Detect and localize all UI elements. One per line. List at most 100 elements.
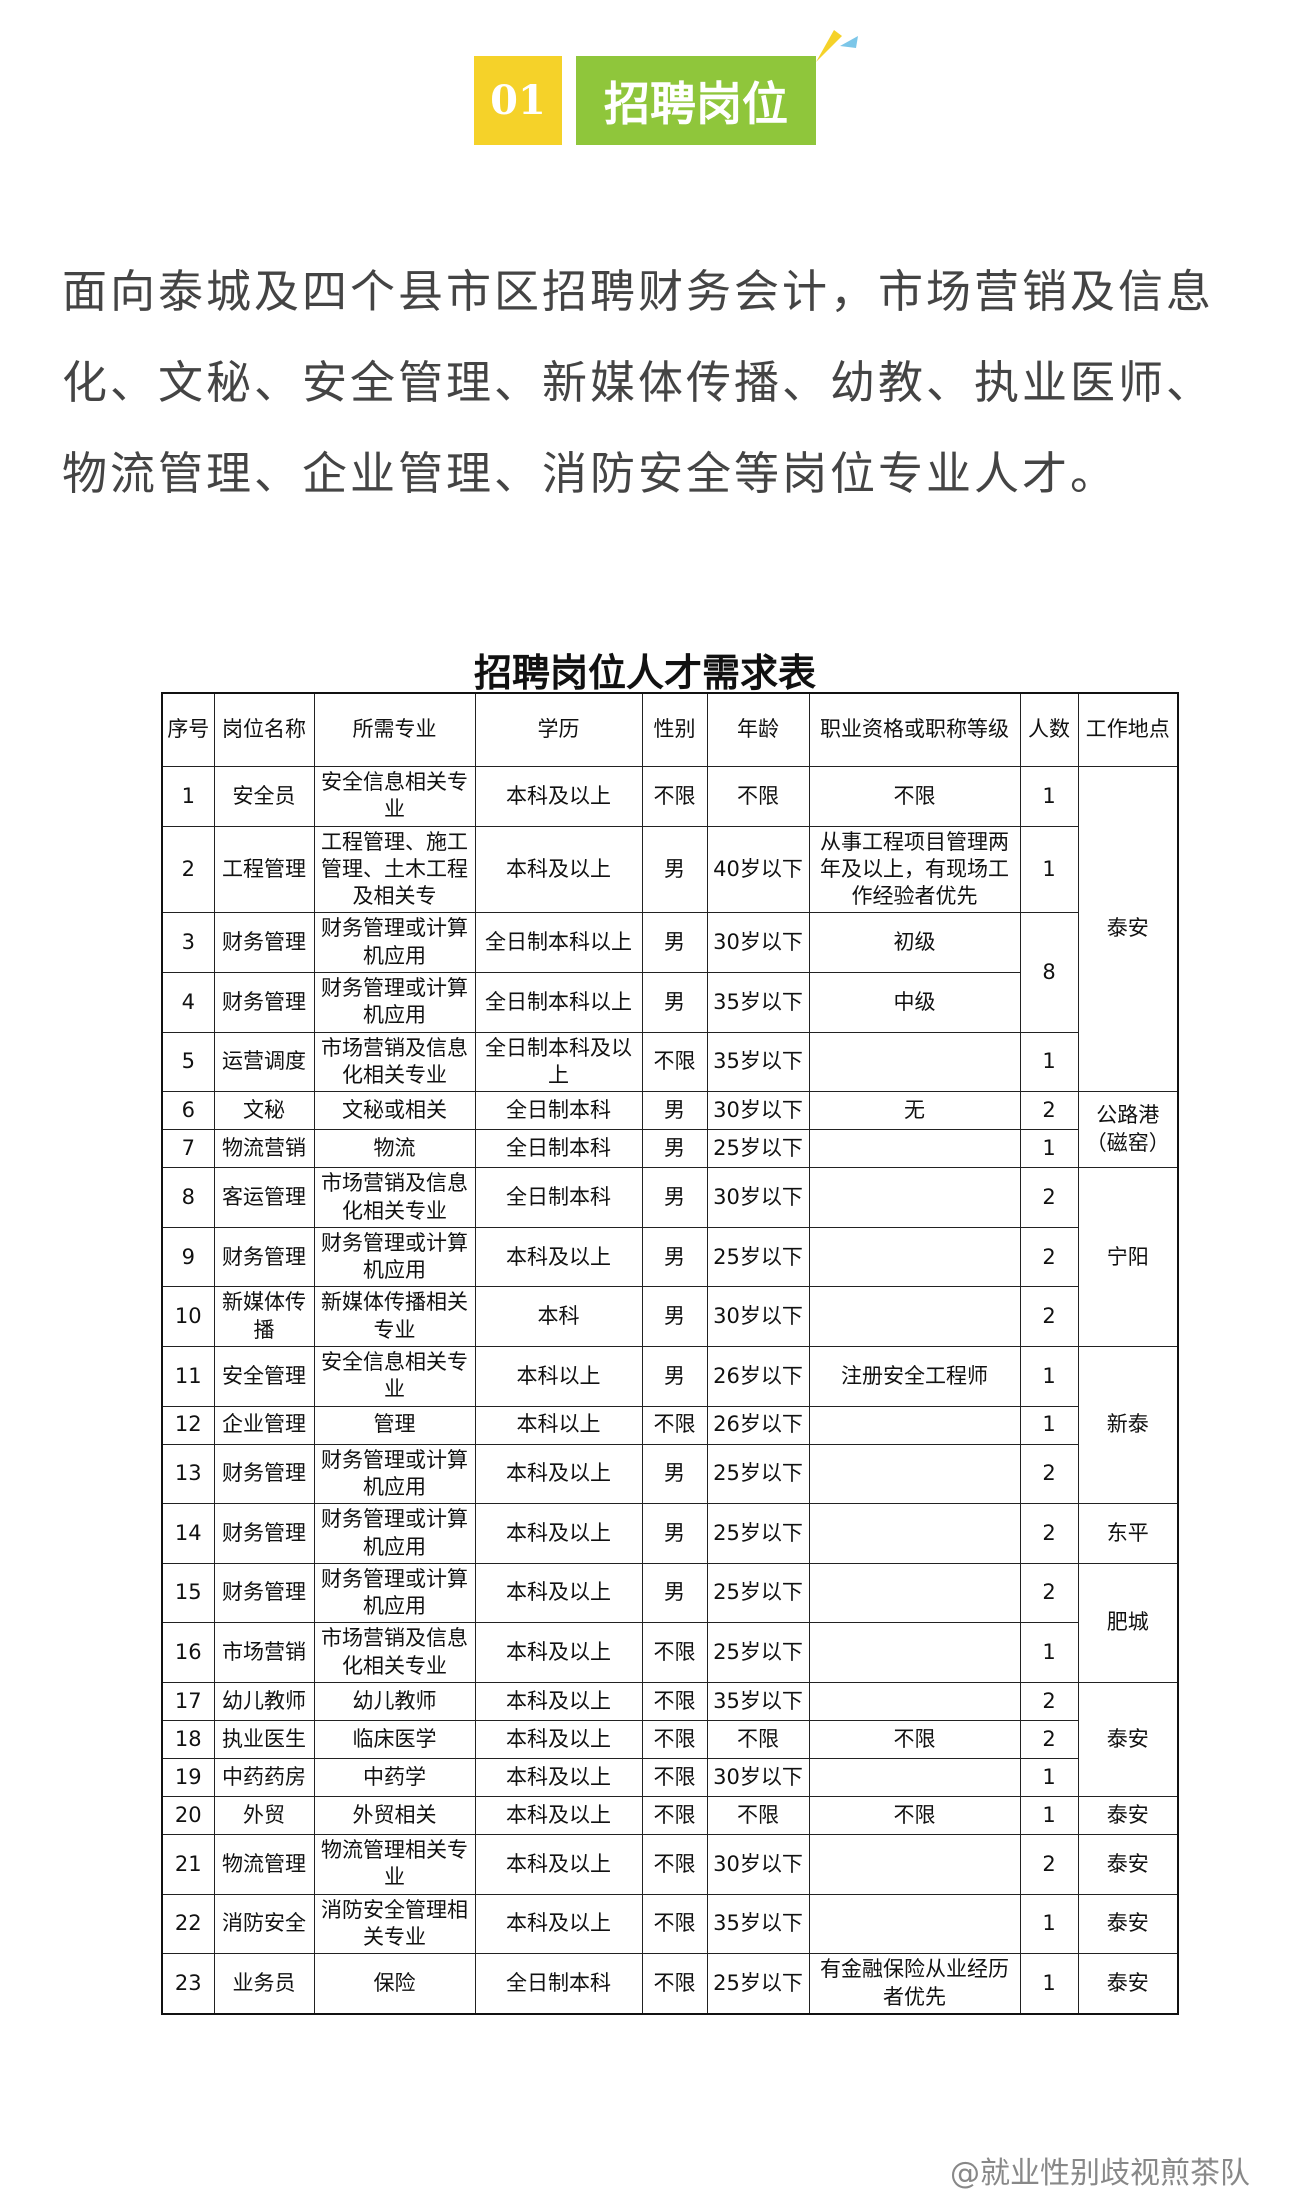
cell-location: 宁阳 [1077, 1167, 1179, 1348]
cell-no: 15 [161, 1562, 215, 1624]
cell-count: 2 [1019, 1682, 1079, 1722]
table-row: 7 物流营销 物流 全日制本科男 25岁以下 1 [161, 1129, 1178, 1169]
cell-age: 30岁以下 [706, 1091, 810, 1131]
cell-gender: 男 [641, 1129, 708, 1169]
cell-age: 不限 [706, 1720, 810, 1760]
cell-education: 本科及以上 [474, 1834, 643, 1895]
cell-gender: 男 [641, 1562, 708, 1624]
cell-position: 客运管理 [213, 1167, 315, 1228]
cell-location: 泰安 [1077, 1796, 1179, 1836]
cell-qualification [808, 1443, 1021, 1505]
table-row: 22 消防安全 消防安全管理相关专业 本科及以上 不限 35岁以下 1 泰安 [161, 1893, 1179, 1955]
cell-education: 本科以上 [474, 1405, 643, 1445]
cell-gender: 男 [641, 1167, 708, 1228]
table-row: 16 市场营销 市场营销及信息化相关专业 本科及以上 不限 25岁以下 1 [161, 1622, 1178, 1684]
cell-position: 中药药房 [213, 1758, 315, 1798]
column-header: 年龄 [706, 692, 810, 767]
cell-age: 35岁以下 [706, 972, 810, 1033]
cell-age: 25岁以下 [706, 1953, 810, 2015]
cell-gender: 不限 [641, 1796, 708, 1836]
cell-education: 本科及以上 [474, 1562, 643, 1624]
decoration [816, 30, 858, 62]
cell-count: 2 [1019, 1091, 1079, 1131]
cell-qualification [808, 1503, 1021, 1564]
recruitment-table: 序号 岗位名称 所需专业 学历 性别 年龄 职业资格或职称等级 人数 工作地点 1 安全员 安全信息… [161, 692, 1179, 2015]
cell-gender: 男 [641, 825, 708, 914]
column-header: 学历 [474, 692, 643, 767]
cell-count: 2 [1019, 1562, 1079, 1624]
column-header: 性别 [641, 692, 708, 767]
cell-location: 公路港（磁窑） [1077, 1091, 1179, 1169]
cell-gender: 男 [641, 1226, 708, 1288]
column-header: 所需专业 [313, 692, 476, 767]
cell-age: 30岁以下 [706, 1758, 810, 1798]
cell-gender: 男 [641, 972, 708, 1033]
cell-no: 12 [161, 1405, 215, 1445]
cell-qualification [808, 1682, 1021, 1722]
cell-no: 23 [161, 1953, 215, 2015]
cell-qualification: 从事工程项目管理两年及以上，有现场工作经验者优先 [808, 825, 1021, 914]
cell-count: 2 [1019, 1834, 1079, 1895]
cell-no: 2 [161, 825, 215, 914]
cell-education: 全日制本科以上 [474, 972, 643, 1033]
table-row: 9 财务管理 财务管理或计算机应用 本科及以上男 25岁以下 2 [161, 1226, 1178, 1288]
table-row: 18 执业医生 临床医学 本科及以上 不限 不限 不限 2 [161, 1720, 1178, 1760]
cell-count: 1 [1019, 1405, 1079, 1445]
cell-major: 物流管理相关专业 [313, 1834, 476, 1895]
cell-education: 全日制本科 [474, 1091, 643, 1131]
table-row: 15 财务管理 财务管理或计算机应用 本科及以上男 25岁以下 2 肥城 [161, 1562, 1179, 1684]
cell-position: 文秘 [213, 1091, 315, 1131]
cell-gender: 不限 [641, 1834, 708, 1895]
cell-major: 市场营销及信息化相关专业 [313, 1031, 476, 1093]
cell-qualification: 初级 [808, 912, 1021, 974]
cell-gender: 男 [641, 1346, 708, 1407]
cell-qualification [808, 1405, 1021, 1445]
column-header: 工作地点 [1077, 692, 1179, 767]
cell-major: 财务管理或计算机应用 [313, 1503, 476, 1564]
cell-no: 22 [161, 1893, 215, 1955]
section-title: 招聘岗位 [576, 56, 816, 145]
cell-gender: 不限 [641, 1682, 708, 1722]
cell-position: 物流营销 [213, 1129, 315, 1169]
cell-count: 2 [1019, 1443, 1079, 1505]
cell-no: 13 [161, 1443, 215, 1505]
cell-education: 本科及以上 [474, 1443, 643, 1505]
cell-qualification [808, 1031, 1021, 1093]
cell-no: 21 [161, 1834, 215, 1895]
cell-location: 泰安 [1077, 1682, 1179, 1798]
cell-qualification [808, 1893, 1021, 1955]
cell-qualification [808, 1226, 1021, 1288]
cell-qualification [808, 1286, 1021, 1348]
cell-major: 财务管理或计算机应用 [313, 1562, 476, 1624]
cell-position: 财务管理 [213, 1503, 315, 1564]
cell-major: 安全信息相关专业 [313, 766, 476, 827]
table-row: 20 外贸 外贸相关 本科及以上 不限 不限 不限 1 泰安 [161, 1796, 1179, 1836]
table-row: 2 工程管理 工程管理、施工管理、土木工程及相关专 本科及以上男 40岁以下 从事工程项目… [161, 825, 1178, 914]
cell-gender: 男 [641, 1443, 708, 1505]
cell-position: 新媒体传播 [213, 1286, 315, 1348]
cell-count: 1 [1019, 766, 1079, 827]
cell-qualification: 无 [808, 1091, 1021, 1131]
cell-major: 幼儿教师 [313, 1682, 476, 1722]
cell-position: 幼儿教师 [213, 1682, 315, 1722]
cell-major: 保险 [313, 1953, 476, 2015]
cell-gender: 不限 [641, 1622, 708, 1684]
cell-age: 35岁以下 [706, 1893, 810, 1955]
table-row: 12 企业管理 管理 本科以上 不限 26岁以下 1 [161, 1405, 1178, 1445]
cell-major: 外贸相关 [313, 1796, 476, 1836]
cell-major: 财务管理或计算机应用 [313, 972, 476, 1033]
cell-position: 财务管理 [213, 1562, 315, 1624]
cell-no: 19 [161, 1758, 215, 1798]
cell-education: 本科及以上 [474, 1226, 643, 1288]
cell-location: 肥城 [1077, 1562, 1179, 1684]
cell-education: 本科及以上 [474, 1622, 643, 1684]
cell-count: 2 [1019, 1503, 1079, 1564]
cell-no: 17 [161, 1682, 215, 1722]
cell-position: 财务管理 [213, 912, 315, 974]
cell-education: 全日制本科以上 [474, 912, 643, 974]
cell-position: 业务员 [213, 1953, 315, 2015]
cell-age: 25岁以下 [706, 1443, 810, 1505]
cell-education: 本科及以上 [474, 1682, 643, 1722]
cell-qualification: 注册安全工程师 [808, 1346, 1021, 1407]
cell-age: 不限 [706, 766, 810, 827]
